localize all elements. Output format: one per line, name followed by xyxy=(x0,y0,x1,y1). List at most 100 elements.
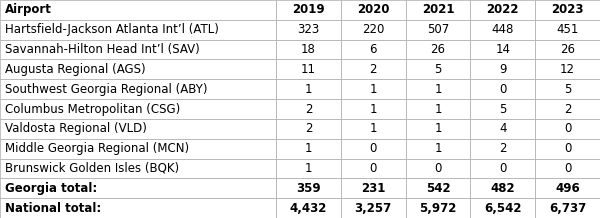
Bar xyxy=(276,0,341,20)
Text: National total:: National total: xyxy=(5,202,101,215)
Text: 4: 4 xyxy=(499,122,506,135)
Text: 1: 1 xyxy=(370,122,377,135)
Text: 0: 0 xyxy=(499,83,506,96)
Bar xyxy=(535,99,600,119)
Bar xyxy=(406,40,470,60)
Text: 18: 18 xyxy=(301,43,316,56)
Bar xyxy=(276,60,341,79)
Text: 359: 359 xyxy=(296,182,321,195)
Text: 6: 6 xyxy=(370,43,377,56)
Text: Southwest Georgia Regional (ABY): Southwest Georgia Regional (ABY) xyxy=(5,83,208,96)
Text: 542: 542 xyxy=(425,182,451,195)
Text: 1: 1 xyxy=(434,83,442,96)
Text: 2019: 2019 xyxy=(292,3,325,16)
Bar xyxy=(341,40,406,60)
Text: 1: 1 xyxy=(305,142,312,155)
Text: 1: 1 xyxy=(370,102,377,116)
Text: 1: 1 xyxy=(434,142,442,155)
Bar xyxy=(341,158,406,178)
Bar xyxy=(470,198,535,218)
Text: 11: 11 xyxy=(301,63,316,76)
Text: 231: 231 xyxy=(361,182,385,195)
Text: 2: 2 xyxy=(305,102,312,116)
Text: 2020: 2020 xyxy=(357,3,389,16)
Bar xyxy=(470,119,535,139)
Bar xyxy=(470,99,535,119)
Bar xyxy=(470,178,535,198)
Bar xyxy=(276,79,341,99)
Bar xyxy=(406,178,470,198)
Text: 4,432: 4,432 xyxy=(290,202,327,215)
Bar xyxy=(406,139,470,158)
Bar xyxy=(535,198,600,218)
Text: 2: 2 xyxy=(499,142,506,155)
Text: 12: 12 xyxy=(560,63,575,76)
Text: 482: 482 xyxy=(490,182,515,195)
Text: 2021: 2021 xyxy=(422,3,454,16)
Text: Georgia total:: Georgia total: xyxy=(5,182,97,195)
Text: Augusta Regional (AGS): Augusta Regional (AGS) xyxy=(5,63,145,76)
Text: 6,737: 6,737 xyxy=(549,202,586,215)
Bar xyxy=(406,20,470,40)
Text: 0: 0 xyxy=(564,142,571,155)
Text: 323: 323 xyxy=(297,23,320,36)
Text: 2: 2 xyxy=(564,102,571,116)
Bar xyxy=(0,79,276,99)
Text: 451: 451 xyxy=(556,23,579,36)
Bar xyxy=(276,139,341,158)
Bar xyxy=(406,0,470,20)
Text: Middle Georgia Regional (MCN): Middle Georgia Regional (MCN) xyxy=(5,142,189,155)
Bar xyxy=(341,60,406,79)
Bar xyxy=(276,99,341,119)
Text: 2022: 2022 xyxy=(487,3,519,16)
Bar xyxy=(276,40,341,60)
Bar xyxy=(535,79,600,99)
Bar xyxy=(276,178,341,198)
Bar xyxy=(0,139,276,158)
Text: 0: 0 xyxy=(434,162,442,175)
Bar xyxy=(341,178,406,198)
Bar xyxy=(0,40,276,60)
Bar xyxy=(341,0,406,20)
Bar xyxy=(0,119,276,139)
Text: Hartsfield-Jackson Atlanta Int’l (ATL): Hartsfield-Jackson Atlanta Int’l (ATL) xyxy=(5,23,218,36)
Text: 507: 507 xyxy=(427,23,449,36)
Bar xyxy=(0,20,276,40)
Bar xyxy=(406,99,470,119)
Bar xyxy=(470,139,535,158)
Bar xyxy=(276,119,341,139)
Text: Savannah-Hilton Head Int’l (SAV): Savannah-Hilton Head Int’l (SAV) xyxy=(5,43,200,56)
Bar xyxy=(535,178,600,198)
Text: 1: 1 xyxy=(370,83,377,96)
Bar xyxy=(470,0,535,20)
Text: 5: 5 xyxy=(499,102,506,116)
Text: 6,542: 6,542 xyxy=(484,202,521,215)
Bar xyxy=(470,79,535,99)
Text: 1: 1 xyxy=(305,162,312,175)
Bar xyxy=(276,20,341,40)
Bar xyxy=(535,158,600,178)
Bar xyxy=(406,119,470,139)
Bar xyxy=(341,99,406,119)
Text: 448: 448 xyxy=(491,23,514,36)
Bar xyxy=(0,0,276,20)
Bar xyxy=(535,139,600,158)
Text: Airport: Airport xyxy=(5,3,52,16)
Bar xyxy=(0,99,276,119)
Bar xyxy=(0,158,276,178)
Bar xyxy=(406,60,470,79)
Bar xyxy=(341,79,406,99)
Text: 1: 1 xyxy=(434,122,442,135)
Bar xyxy=(470,40,535,60)
Text: 5: 5 xyxy=(434,63,442,76)
Bar xyxy=(276,158,341,178)
Bar xyxy=(341,20,406,40)
Bar xyxy=(0,178,276,198)
Bar xyxy=(0,198,276,218)
Text: Columbus Metropolitan (CSG): Columbus Metropolitan (CSG) xyxy=(5,102,180,116)
Bar xyxy=(470,60,535,79)
Bar xyxy=(470,20,535,40)
Bar xyxy=(535,60,600,79)
Text: 0: 0 xyxy=(370,162,377,175)
Bar xyxy=(341,119,406,139)
